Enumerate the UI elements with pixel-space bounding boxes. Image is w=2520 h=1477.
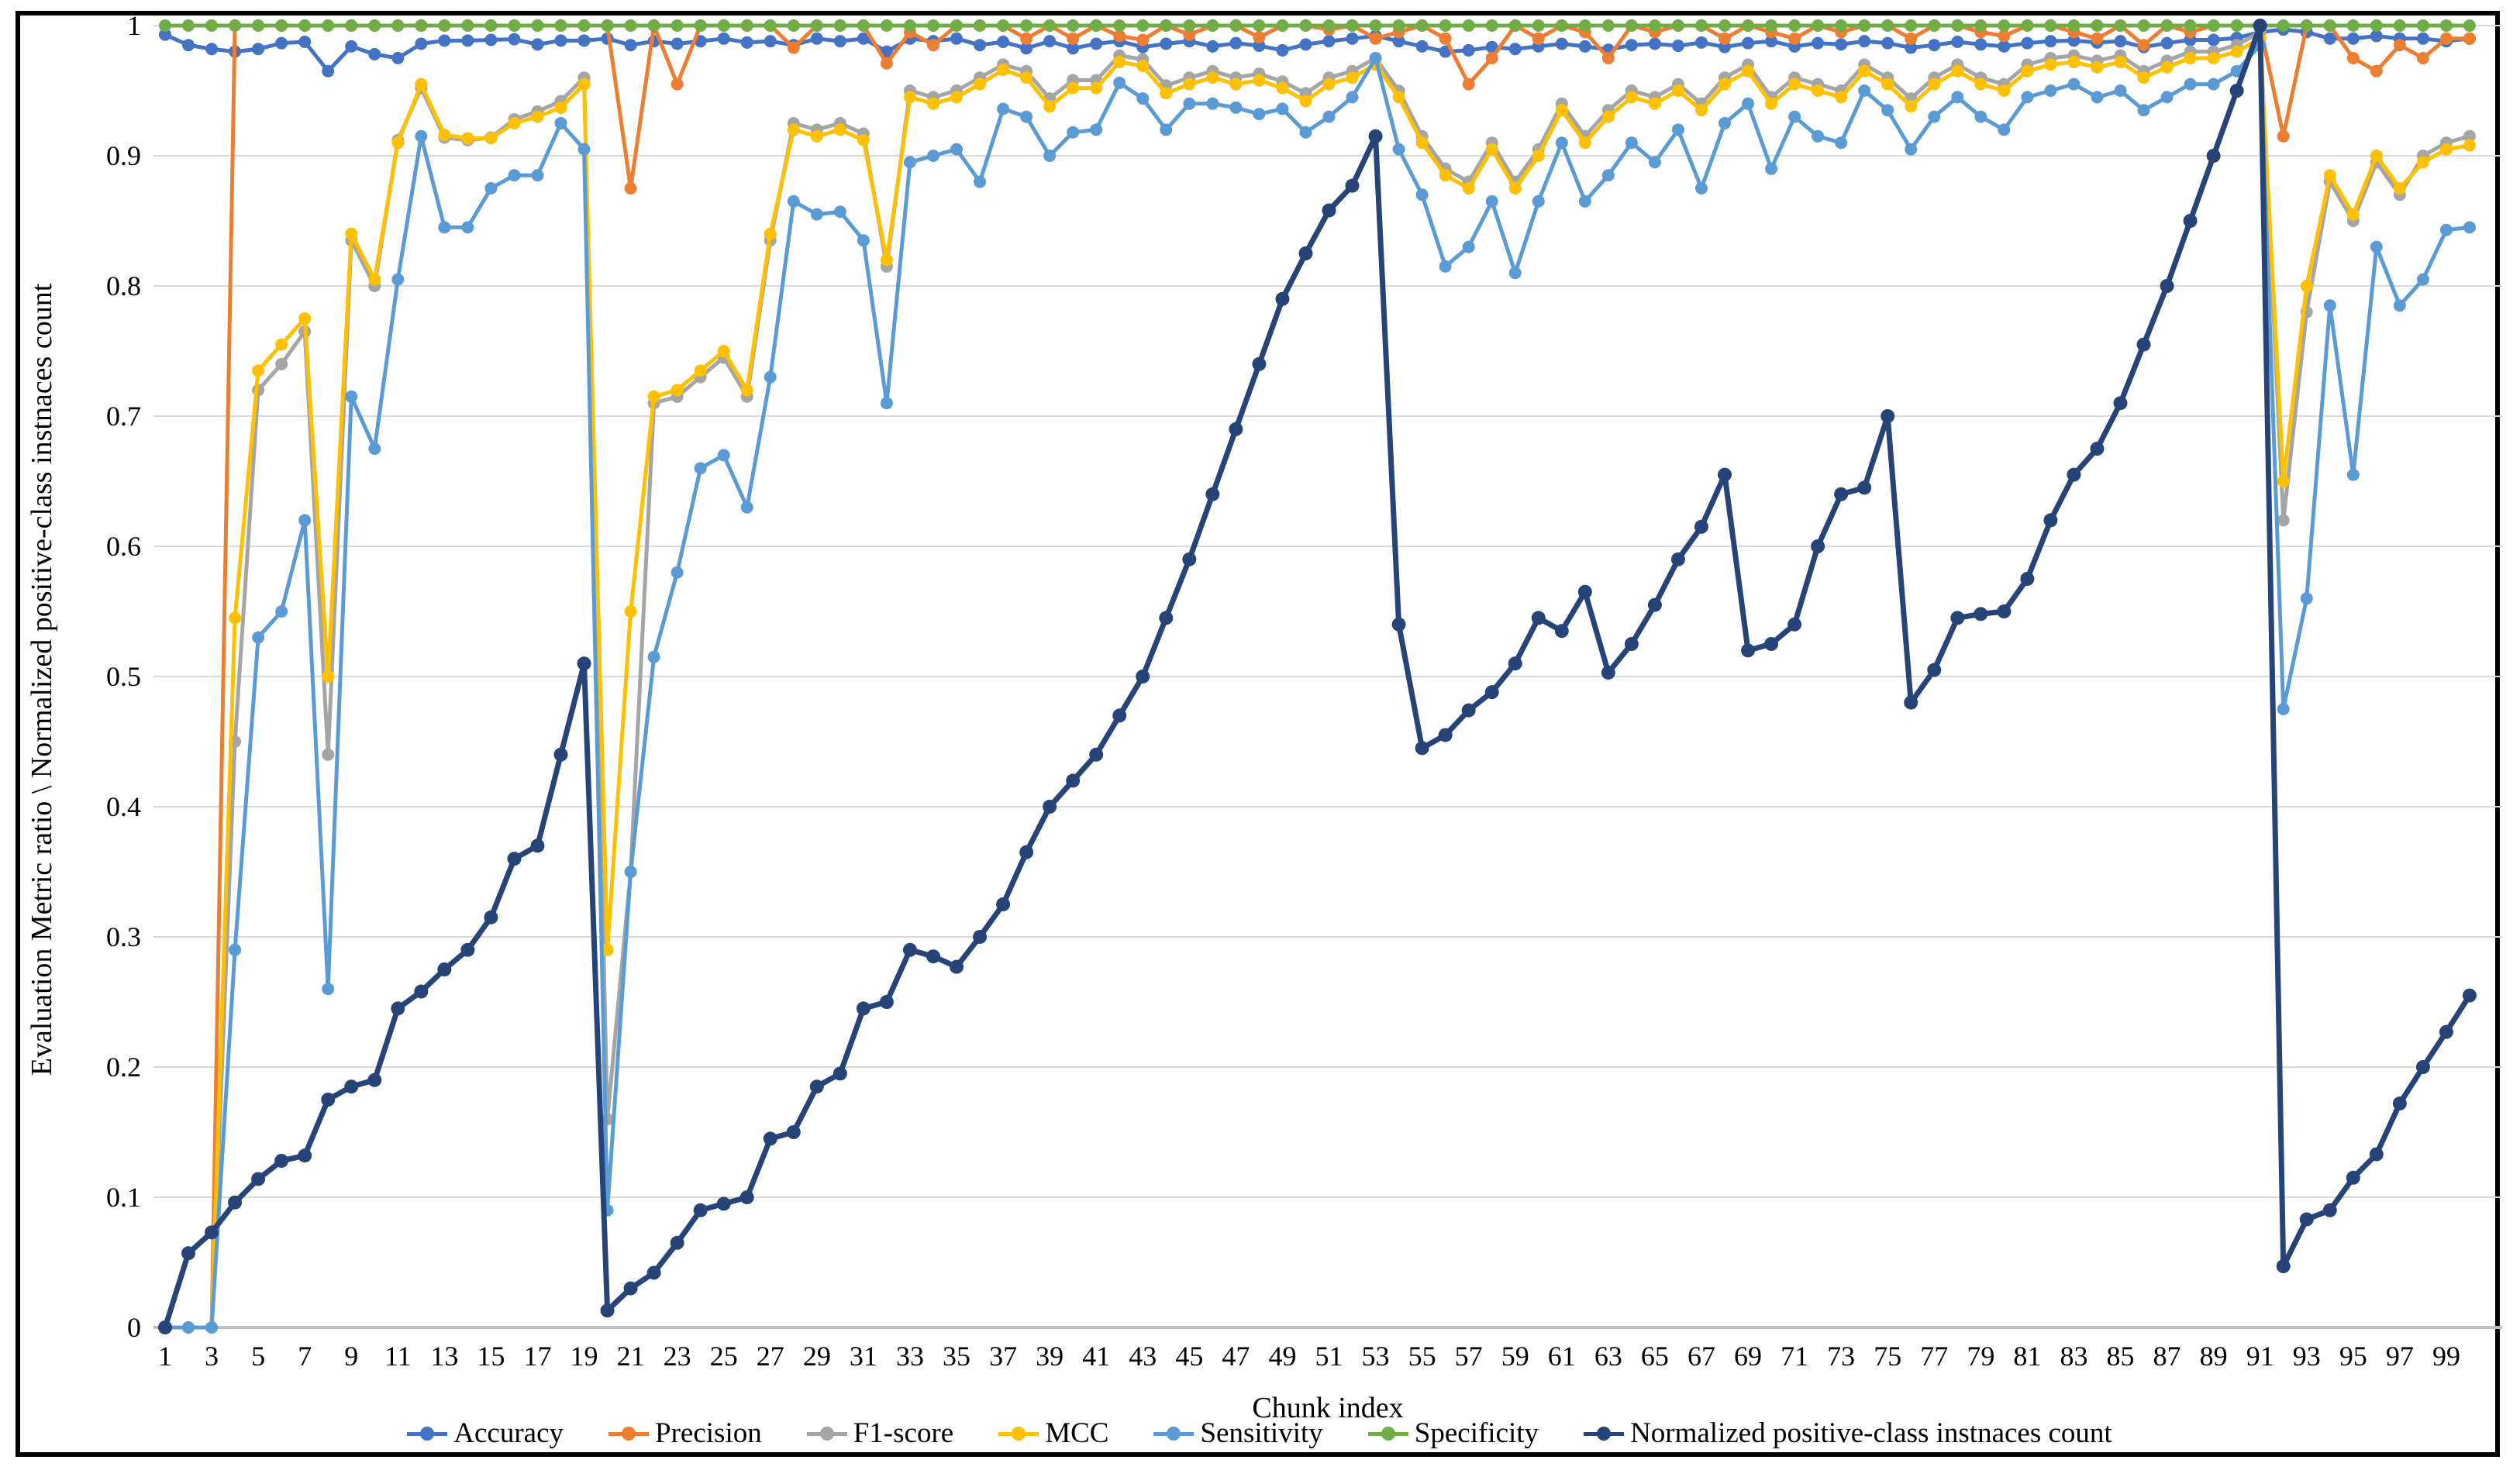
y-tick-label: 0.9 (106, 140, 141, 171)
x-tick-label: 67 (1687, 1341, 1715, 1372)
legend-item-mcc: MCC (998, 1417, 1108, 1450)
x-tick-label: 95 (2339, 1341, 2367, 1372)
legend-item-normalized-positive-class-instnaces-count: Normalized positive-class instnaces coun… (1584, 1417, 2112, 1450)
legend-marker-icon (608, 1426, 650, 1441)
legend-label: Precision (655, 1417, 762, 1449)
x-tick-label: 19 (571, 1341, 598, 1372)
y-tick-label: 0 (127, 1312, 141, 1343)
x-tick-label: 71 (1781, 1341, 1808, 1372)
y-tick-label: 0.6 (106, 531, 141, 562)
x-tick-label: 21 (617, 1341, 645, 1372)
x-tick-label: 61 (1548, 1341, 1576, 1372)
legend-marker-icon (1584, 1426, 1625, 1441)
series-f1-score (159, 26, 2476, 1334)
x-tick-label: 17 (523, 1341, 551, 1372)
legend-item-accuracy: Accuracy (407, 1417, 564, 1450)
x-tick-label: 55 (1408, 1341, 1436, 1372)
x-tick-label: 35 (943, 1341, 970, 1372)
y-tick-label: 1 (127, 10, 141, 41)
x-tick-label: 91 (2246, 1341, 2274, 1372)
x-tick-label: 75 (1874, 1341, 1901, 1372)
x-tick-label: 1 (158, 1341, 172, 1372)
legend-item-specificity: Specificity (1367, 1417, 1539, 1450)
chart-frame (16, 11, 2500, 1457)
y-tick-label: 0.2 (106, 1052, 141, 1083)
x-tick-label: 27 (757, 1341, 784, 1372)
x-tick-label: 65 (1641, 1341, 1669, 1372)
x-tick-label: 73 (1827, 1341, 1855, 1372)
legend: Accuracy Precision F1-score MCC Sensitivity S… (47, 1417, 2473, 1450)
x-tick-label: 99 (2432, 1341, 2460, 1372)
x-tick-label: 45 (1175, 1341, 1203, 1372)
x-tick-label: 25 (710, 1341, 738, 1372)
x-tick-label: 53 (1362, 1341, 1390, 1372)
y-tick-label: 0.7 (106, 401, 141, 432)
x-tick-label: 57 (1455, 1341, 1483, 1372)
legend-label: F1-score (853, 1417, 954, 1449)
x-tick-label: 5 (251, 1341, 265, 1372)
x-tick-label: 29 (803, 1341, 831, 1372)
x-tick-label: 97 (2386, 1341, 2414, 1372)
x-tick-label: 87 (2153, 1341, 2181, 1372)
x-tick-label: 15 (477, 1341, 505, 1372)
series-sensitivity (159, 39, 2476, 1334)
y-tick-label: 0.3 (106, 921, 141, 952)
x-axis-title: Chunk index (1252, 1392, 1404, 1424)
x-tick-label: 31 (850, 1341, 877, 1372)
x-tick-label: 41 (1082, 1341, 1110, 1372)
legend-item-sensitivity: Sensitivity (1153, 1417, 1323, 1450)
x-tick-label: 11 (384, 1341, 412, 1372)
x-tick-label: 89 (2200, 1341, 2228, 1372)
x-tick-label: 69 (1734, 1341, 1762, 1372)
x-tick-label: 81 (2013, 1341, 2041, 1372)
legend-item-precision: Precision (608, 1417, 762, 1450)
x-tick-label: 3 (205, 1341, 219, 1372)
legend-label: Sensitivity (1200, 1417, 1323, 1449)
x-tick-label: 77 (1920, 1341, 1948, 1372)
x-tick-label: 13 (430, 1341, 458, 1372)
x-tick-label: 51 (1315, 1341, 1343, 1372)
legend-marker-icon (407, 1426, 448, 1441)
legend-label: Specificity (1414, 1417, 1539, 1449)
x-tick-label: 83 (2060, 1341, 2087, 1372)
x-tick-label: 7 (298, 1341, 312, 1372)
x-tick-label: 79 (1967, 1341, 1994, 1372)
legend-label: Accuracy (453, 1417, 564, 1449)
y-tick-label: 0.4 (106, 791, 141, 822)
legend-marker-icon (998, 1426, 1039, 1441)
x-tick-label: 23 (664, 1341, 691, 1372)
x-tick-label: 59 (1501, 1341, 1529, 1372)
series-specificity (159, 19, 2476, 32)
x-tick-label: 33 (896, 1341, 924, 1372)
x-tick-label: 47 (1222, 1341, 1250, 1372)
x-tick-label: 85 (2107, 1341, 2135, 1372)
x-tick-label: 43 (1129, 1341, 1157, 1372)
y-tick-label: 0.5 (106, 661, 141, 692)
x-tick-label: 93 (2293, 1341, 2321, 1372)
x-tick-label: 37 (989, 1341, 1017, 1372)
legend-marker-icon (806, 1426, 847, 1441)
legend-label: MCC (1045, 1417, 1109, 1449)
x-tick-label: 49 (1268, 1341, 1296, 1372)
legend-marker-icon (1367, 1426, 1408, 1441)
x-tick-label: 39 (1036, 1341, 1064, 1372)
legend-label: Normalized positive-class instnaces coun… (1630, 1417, 2112, 1449)
y-tick-label: 0.1 (106, 1182, 141, 1213)
x-tick-label: 9 (344, 1341, 358, 1372)
series-normalized-positive-class-instnaces-count (158, 19, 2477, 1334)
legend-marker-icon (1153, 1426, 1195, 1441)
x-tick-label: 63 (1594, 1341, 1622, 1372)
y-tick-label: 0.8 (106, 270, 141, 301)
y-axis-title: Evaluation Metric ratio \ Normalized pos… (26, 283, 58, 1076)
legend-item-f1-score: F1-score (806, 1417, 954, 1450)
